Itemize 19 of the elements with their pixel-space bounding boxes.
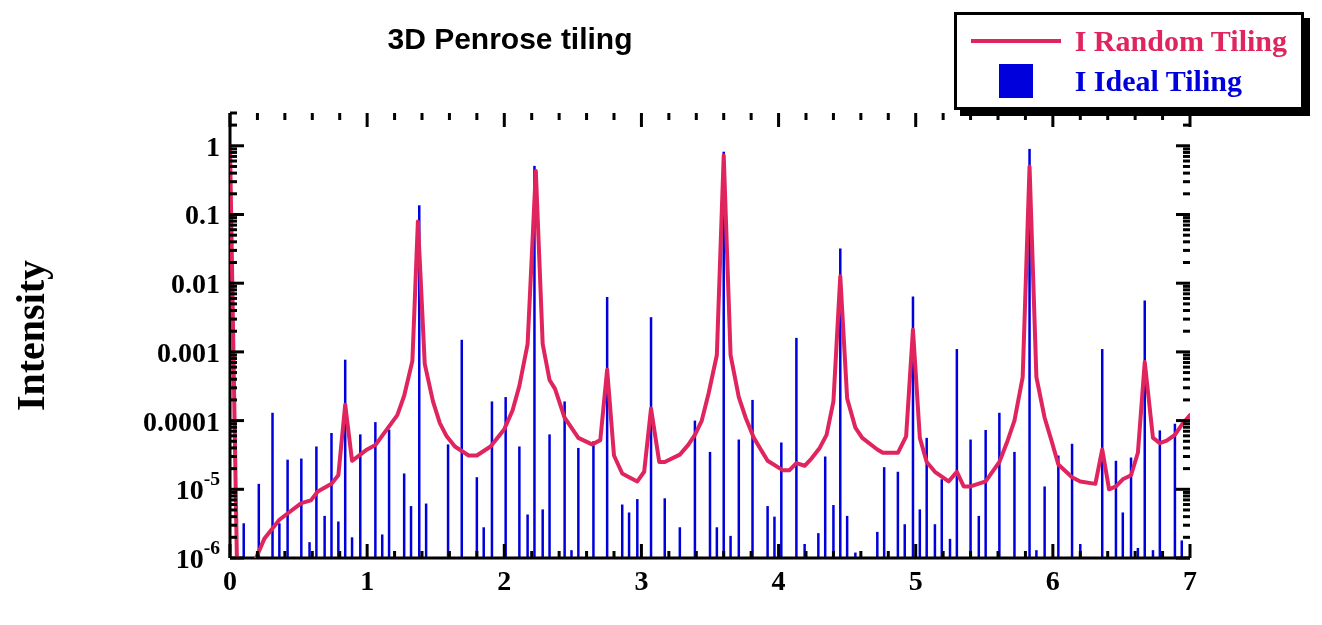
y-tick-label: 0.1 [185,198,220,230]
x-tick-label: 4 [771,565,786,596]
legend-label: I Ideal Tiling [1074,64,1242,98]
y-tick-label: 0.0001 [143,405,220,437]
x-tick-label: 6 [1045,565,1060,596]
y-tick-label: 0.001 [157,336,220,368]
x-tick-label: 2 [497,565,512,596]
y-tick-label: 10$^{-6}$ [175,537,221,574]
x-tick-label: 5 [908,565,923,596]
chart-title: 3D Penrose tiling [386,22,634,56]
x-tick-label: 0 [223,565,237,596]
y-axis-title: Intensity [8,259,54,412]
x-tick-label: 1 [360,565,375,596]
y-tick-label: 10$^{-5}$ [175,468,221,505]
y-tick-label: 1 [206,130,220,162]
y-tick-label: 0.01 [171,267,220,299]
x-tick-label: 7 [1183,565,1197,596]
legend-label: I Random Tiling [1074,24,1287,58]
x-tick-label: 3 [634,565,649,596]
